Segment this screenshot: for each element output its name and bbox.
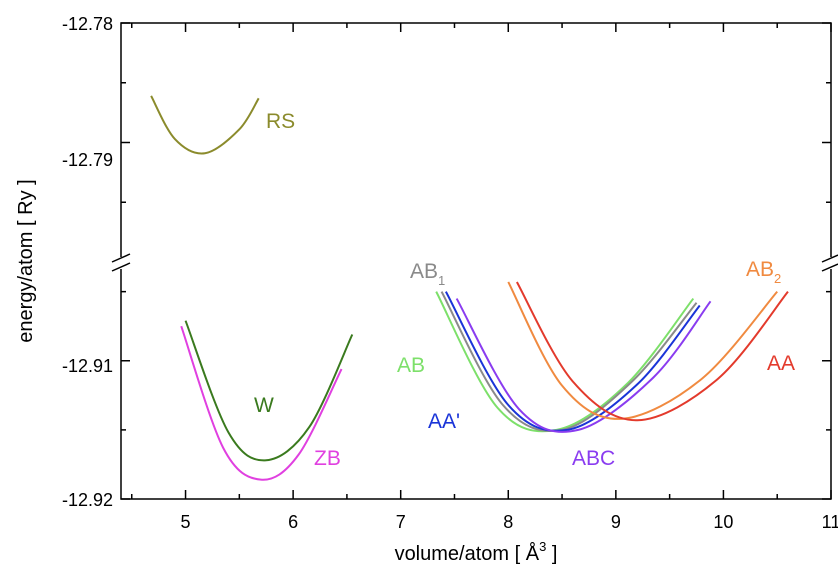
axis-break-mark-right-1 [821,254,838,263]
x-tick-label: 5 [181,512,191,532]
series-curve-zb [180,325,343,481]
axis-ticks [121,22,832,500]
series-label-ab2: AB2 [746,258,781,286]
series-label-zb: ZB [314,447,341,470]
y-tick-label: -12.78 [62,14,113,34]
series-label-aa: AA [767,352,795,375]
series-label-ab1: AB1 [410,260,445,288]
x-tick-label: 11 [822,512,838,532]
x-tick-label: 10 [713,512,733,532]
series-curve-ab-2 [507,281,778,420]
data-curves [150,95,789,481]
y-tick-label: -12.79 [62,150,113,170]
y-tick-label: -12.92 [62,490,113,510]
x-tick-labels: 5 6 7 8 9 10 11 [181,512,838,532]
series-curve-aa- [445,291,701,432]
series-label-ab: AB [397,354,425,377]
series-label-rs: RS [266,110,295,133]
x-tick-label: 7 [396,512,406,532]
x-tick-label: 8 [503,512,513,532]
series-label-aa-prime: AA' [428,410,460,433]
series-label-abc: ABC [572,447,615,470]
series-curve-rs [150,95,260,155]
series-curve-aa [516,281,789,422]
y-tick-label: -12.91 [62,356,113,376]
axis-break-mark-left-1 [111,253,131,263]
plot-frame [120,22,832,500]
series-curve-ab [435,291,695,433]
series-curve-abc [455,298,712,433]
y-axis-title: energy/atom [ Ry ] [15,179,37,342]
axis-break-mark-right-2 [821,263,838,272]
x-axis-title: volume/atom [ Å3 ] [395,539,558,565]
x-tick-label: 6 [288,512,298,532]
series-label-w: W [254,394,274,417]
x-tick-label: 9 [611,512,621,532]
axis-break-mark-left-2 [111,262,131,272]
series-curve-w [184,320,354,462]
